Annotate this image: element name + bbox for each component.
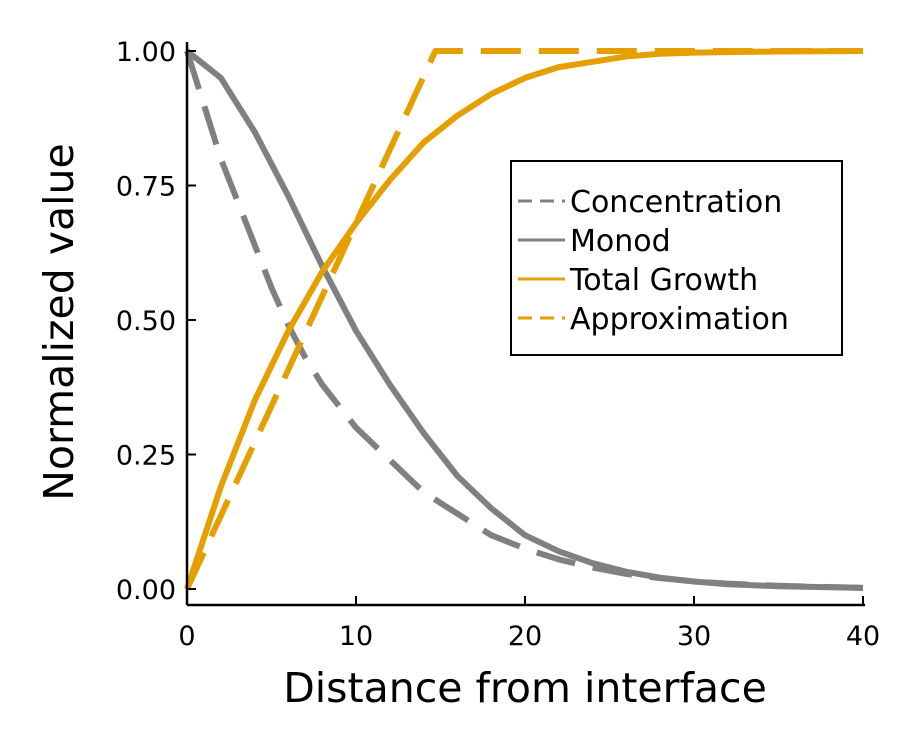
x-tick-label: 40: [846, 621, 880, 652]
y-tick-label: 0.00: [116, 575, 176, 606]
plot-area: [184, 48, 864, 591]
y-axis-ticks: 0.00 0.25 0.50 0.75 1.00: [116, 37, 196, 606]
x-tick-label: 10: [339, 621, 373, 652]
legend-label: Concentration: [570, 185, 782, 220]
y-axis-title: Normalized value: [35, 143, 83, 501]
series-line-monod: [185, 48, 864, 591]
series-line-approximation: [184, 48, 863, 591]
legend-box: [510, 160, 843, 356]
x-tick-label: 30: [677, 621, 711, 652]
y-tick-label: 0.75: [116, 172, 176, 203]
legend-label: Total Growth: [569, 263, 758, 298]
x-axis-ticks: 0 10 20 30 40: [178, 596, 880, 652]
x-tick-label: 20: [508, 621, 542, 652]
y-tick-label: 0.50: [116, 306, 176, 337]
legend-label: Monod: [570, 224, 671, 259]
x-tick-label: 0: [178, 621, 195, 652]
legend-label: Approximation: [570, 302, 789, 337]
y-tick-label: 0.25: [116, 441, 176, 472]
legend: Concentration Monod Total Growth Approximat…: [510, 160, 843, 356]
x-axis-title: Distance from interface: [283, 664, 767, 712]
y-tick-label: 1.00: [116, 37, 176, 68]
